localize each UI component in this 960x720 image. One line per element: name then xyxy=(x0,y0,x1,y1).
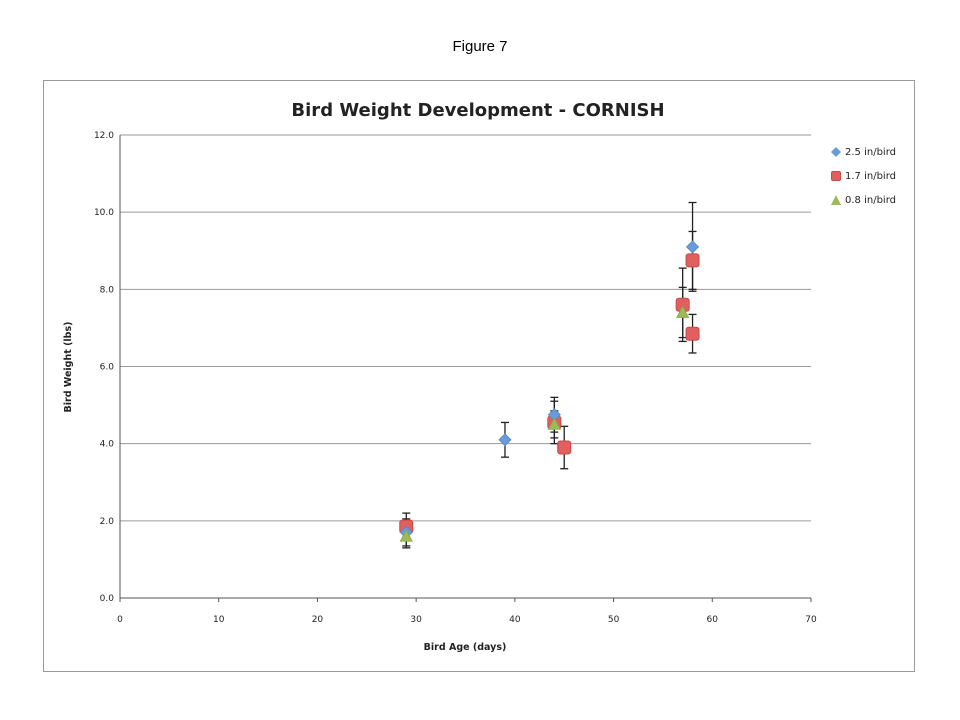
x-tick-label: 70 xyxy=(805,615,817,625)
y-tick-label: 2.0 xyxy=(100,517,115,527)
legend: 2.5 in/bird 1.7 in/bird 0.8 in/bird xyxy=(830,140,896,212)
data-point-triangle xyxy=(547,417,562,430)
x-tick-label: 60 xyxy=(707,615,719,625)
figure-caption: Figure 7 xyxy=(452,38,508,55)
legend-label: 2.5 in/bird xyxy=(845,146,896,158)
legend-item: 0.8 in/bird xyxy=(830,188,896,212)
data-point-diamond xyxy=(685,240,700,254)
legend-item: 2.5 in/bird xyxy=(830,140,896,164)
y-tick-label: 8.0 xyxy=(100,285,115,295)
x-tick-label: 20 xyxy=(312,615,324,625)
error-bars xyxy=(402,201,697,549)
y-tick-label: 12.0 xyxy=(94,131,114,141)
legend-label: 0.8 in/bird xyxy=(845,194,896,206)
legend-item: 1.7 in/bird xyxy=(830,164,896,188)
x-tick-label: 10 xyxy=(213,615,225,625)
x-tick-label: 30 xyxy=(410,615,422,625)
triangle-marker-icon xyxy=(830,194,842,206)
data-point-diamond xyxy=(498,433,512,447)
axes: 0.0 2.0 4.0 6.0 8.0 10.0 12.0 0 10 20 30 40 50 60 70 xyxy=(94,131,817,625)
gridlines xyxy=(120,134,811,522)
y-axis-label: Bird Weight (lbs) xyxy=(63,322,74,413)
x-tick-label: 50 xyxy=(608,615,620,625)
y-tick-label: 10.0 xyxy=(94,208,114,218)
diamond-marker-icon xyxy=(830,146,842,158)
y-tick-label: 6.0 xyxy=(100,363,115,373)
data-point-square xyxy=(685,253,700,268)
x-tick-label: 0 xyxy=(117,615,123,625)
chart-area xyxy=(43,80,915,672)
data-point-triangle xyxy=(399,529,413,542)
data-points xyxy=(399,240,700,542)
y-tick-label: 0.0 xyxy=(100,594,115,604)
chart-title: Bird Weight Development - CORNISH xyxy=(291,100,664,121)
square-marker-icon xyxy=(830,170,842,182)
x-tick-label: 40 xyxy=(509,615,521,625)
data-point-square xyxy=(685,326,700,341)
legend-label: 1.7 in/bird xyxy=(845,170,896,182)
data-point-triangle xyxy=(675,305,690,318)
x-axis-label: Bird Age (days) xyxy=(424,642,507,653)
y-tick-label: 4.0 xyxy=(100,440,115,450)
data-point-square xyxy=(557,440,572,455)
